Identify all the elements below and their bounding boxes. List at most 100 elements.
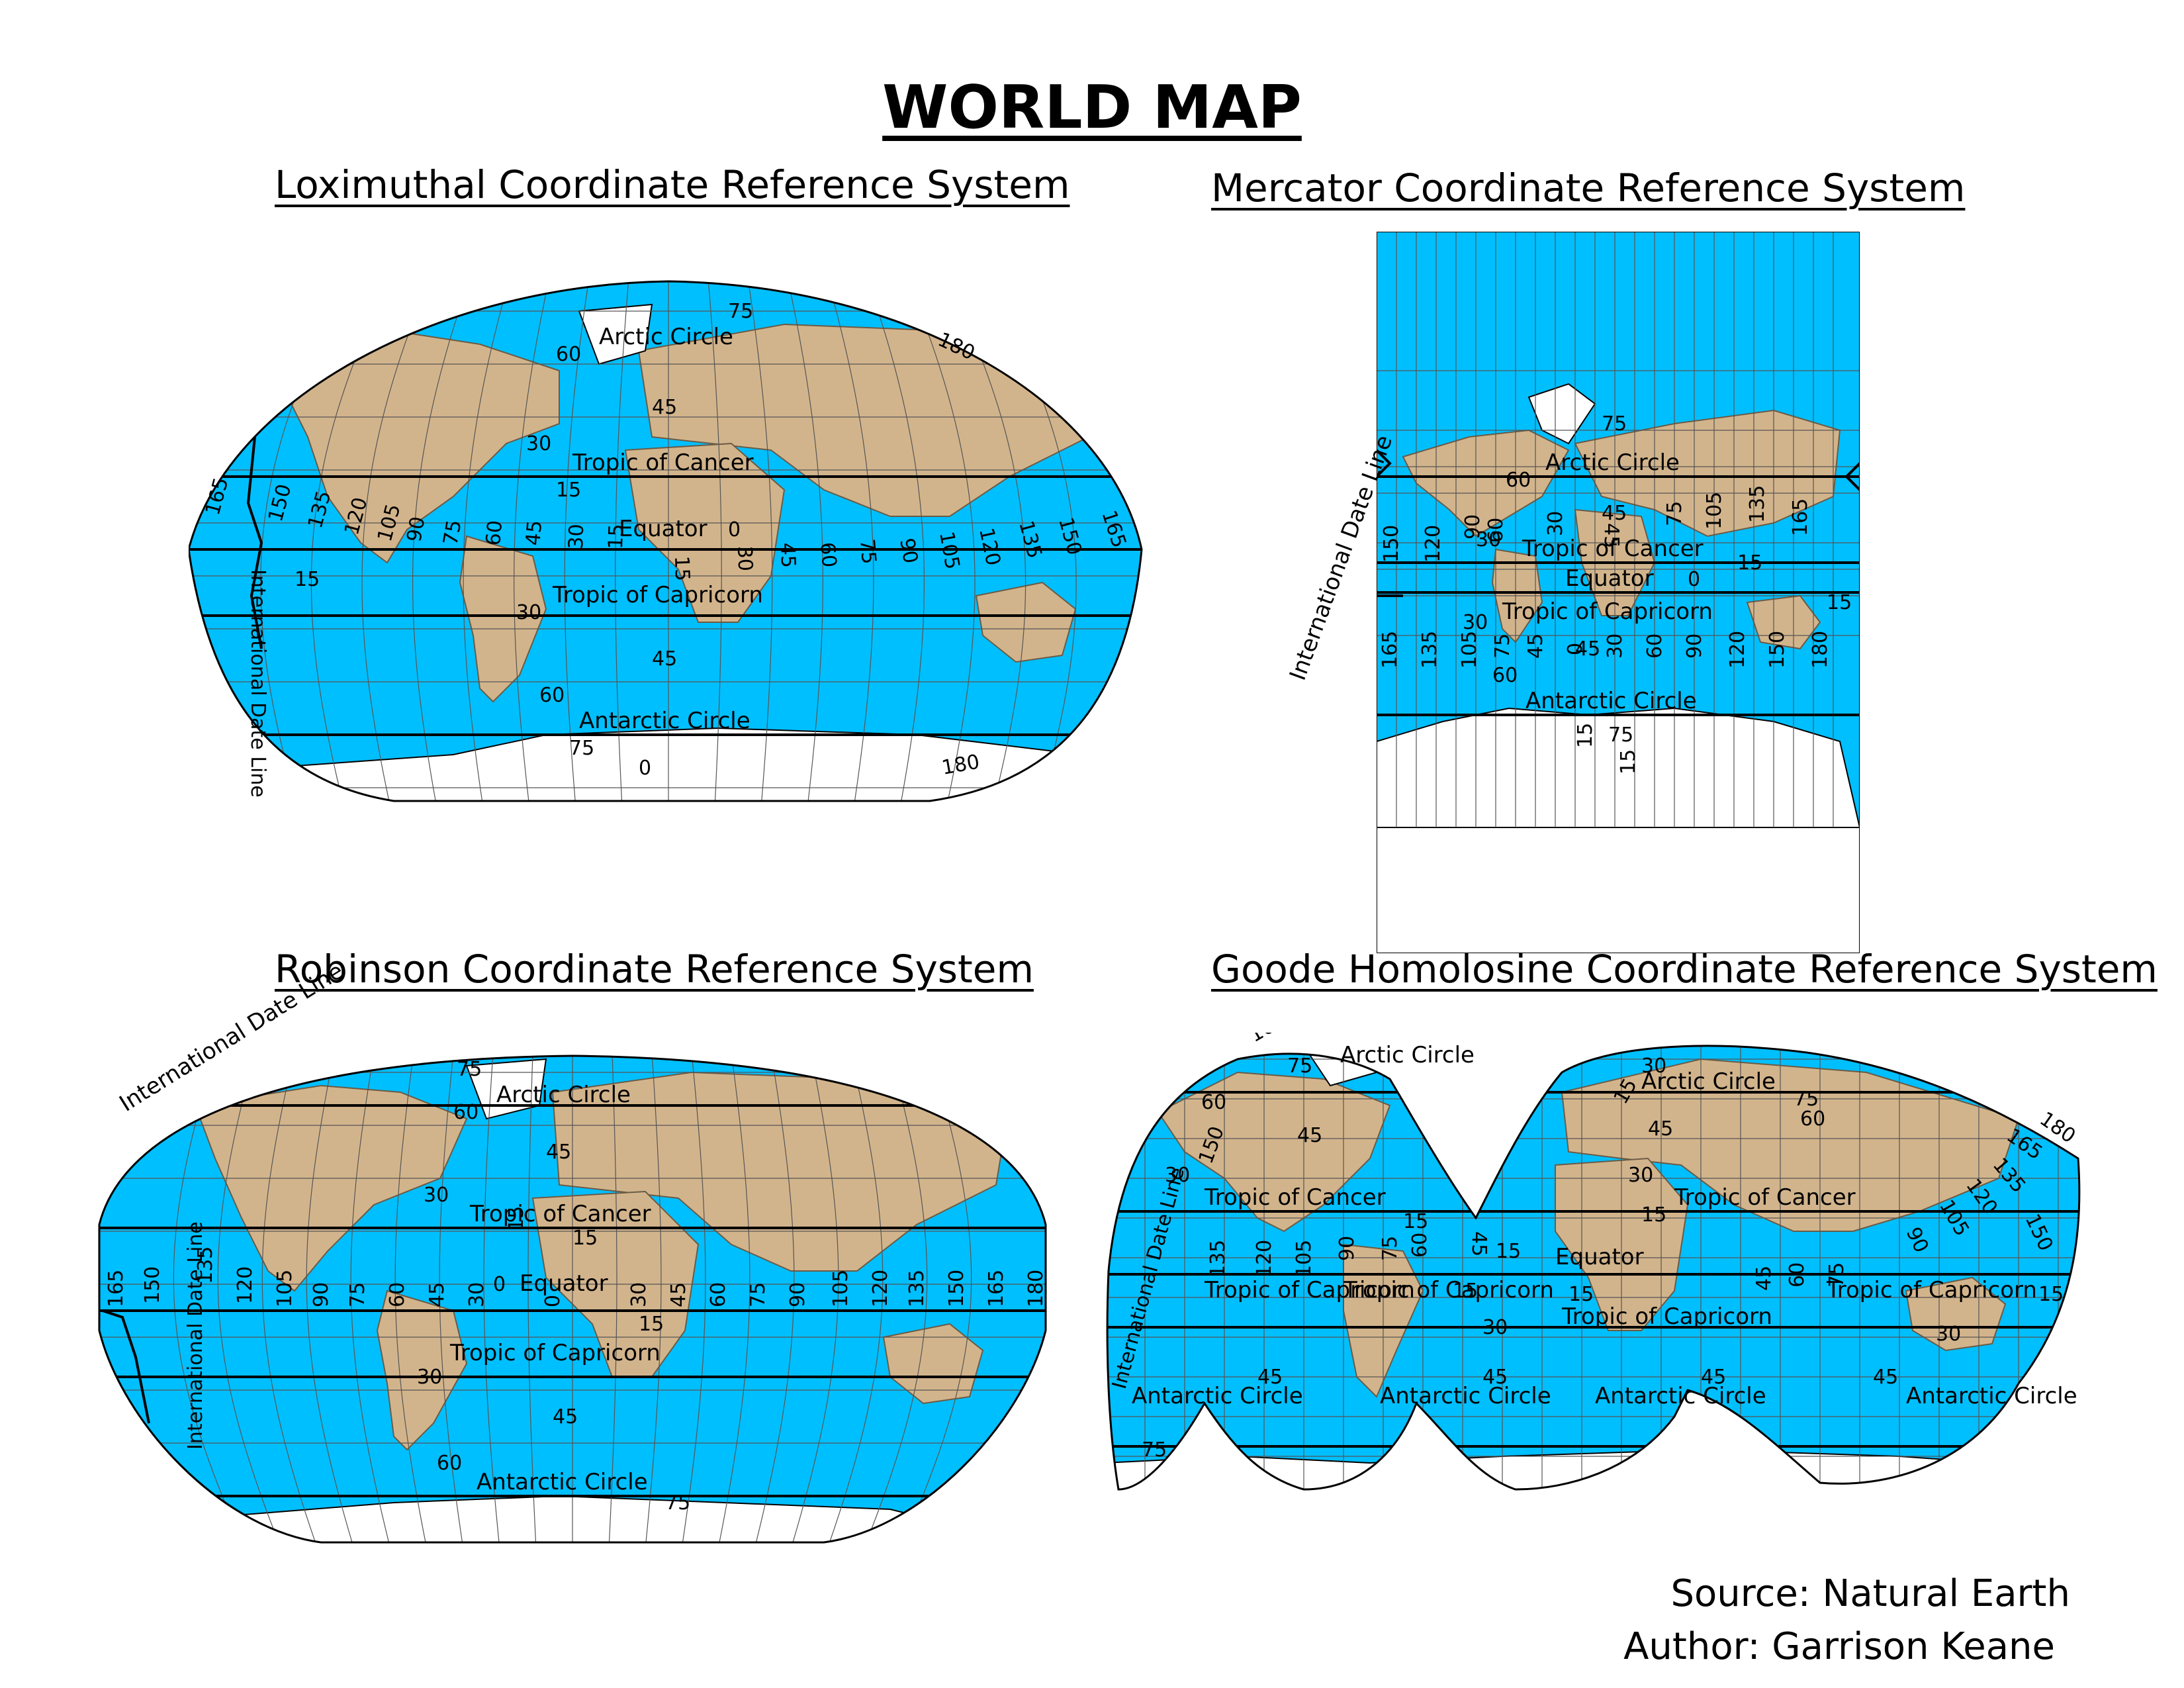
land-north-america <box>267 330 560 564</box>
robinson-title: Robinson Coordinate Reference System <box>275 947 1034 992</box>
svg-text:30: 30 <box>1936 1323 1961 1346</box>
svg-text:60: 60 <box>1408 1233 1432 1258</box>
equator-label: Equator <box>1565 565 1654 592</box>
capricorn-label: Tropic of Capricorn <box>449 1340 660 1366</box>
svg-text:135: 135 <box>1206 1240 1230 1278</box>
svg-text:60: 60 <box>482 520 507 547</box>
svg-text:15: 15 <box>1569 1283 1594 1306</box>
equator-label: Equator <box>619 516 707 542</box>
svg-text:45: 45 <box>1600 523 1623 548</box>
svg-text:120: 120 <box>1422 525 1445 563</box>
mercator-title: Mercator Coordinate Reference System <box>1211 165 1966 211</box>
svg-text:45: 45 <box>1648 1117 1673 1141</box>
svg-text:15: 15 <box>1641 1203 1666 1227</box>
svg-text:45: 45 <box>1297 1124 1322 1147</box>
svg-text:60: 60 <box>815 541 841 569</box>
ice-greenland <box>1527 383 1596 445</box>
cancer-label: Tropic of Cancer <box>1522 536 1704 562</box>
svg-text:150: 150 <box>1766 631 1789 669</box>
svg-text:75: 75 <box>346 1282 369 1307</box>
arctic-label-b: Arctic Circle <box>1641 1068 1776 1095</box>
page-title: WORLD MAP <box>882 73 1302 142</box>
svg-text:135: 135 <box>905 1270 929 1307</box>
svg-text:135: 135 <box>1418 631 1441 669</box>
svg-text:60: 60 <box>539 684 565 707</box>
svg-text:135: 135 <box>1746 485 1769 523</box>
svg-text:105: 105 <box>829 1270 852 1307</box>
equator-label: Equator <box>1555 1244 1644 1270</box>
svg-text:60: 60 <box>1492 664 1518 687</box>
svg-text:75: 75 <box>1491 633 1514 659</box>
arctic-label: Arctic Circle <box>496 1082 631 1108</box>
svg-text:60: 60 <box>437 1452 462 1475</box>
svg-text:165: 165 <box>1379 631 1402 669</box>
svg-text:120: 120 <box>869 1270 892 1307</box>
svg-text:30: 30 <box>627 1282 651 1307</box>
svg-text:45: 45 <box>1482 1366 1508 1389</box>
dateline-label: International Date Line <box>184 1221 207 1450</box>
svg-text:15: 15 <box>1496 1240 1521 1263</box>
svg-text:15: 15 <box>556 479 581 502</box>
svg-text:120: 120 <box>234 1266 257 1304</box>
svg-text:180: 180 <box>1809 631 1832 669</box>
svg-text:105: 105 <box>273 1270 296 1307</box>
svg-text:0: 0 <box>728 518 741 541</box>
antarctic-label: Antarctic Circle <box>477 1469 648 1495</box>
svg-text:30: 30 <box>1544 511 1567 536</box>
cancer-label: Tropic of Cancer <box>469 1201 651 1227</box>
svg-text:150: 150 <box>141 1266 164 1304</box>
reference-lines <box>1107 1091 2079 1448</box>
svg-text:150: 150 <box>1380 525 1403 563</box>
svg-text:75: 75 <box>569 737 594 760</box>
svg-text:75: 75 <box>728 300 753 323</box>
svg-text:45: 45 <box>1575 637 1600 661</box>
svg-text:165: 165 <box>105 1270 128 1307</box>
svg-text:90: 90 <box>895 536 922 565</box>
svg-text:45: 45 <box>553 1405 578 1429</box>
svg-text:30: 30 <box>465 1282 488 1307</box>
svg-text:90: 90 <box>1461 514 1484 539</box>
svg-text:90: 90 <box>402 515 430 544</box>
svg-text:30: 30 <box>1476 528 1501 551</box>
svg-text:30: 30 <box>1604 633 1627 659</box>
svg-text:60: 60 <box>707 1282 730 1307</box>
svg-text:30: 30 <box>1165 1164 1190 1187</box>
author-credit: Author: Garrison Keane <box>1623 1625 2055 1668</box>
svg-text:0: 0 <box>1688 568 1700 591</box>
svg-text:75: 75 <box>1825 1262 1848 1288</box>
svg-text:15: 15 <box>670 555 694 581</box>
robinson-map: Arctic Circle Tropic of Cancer Equator T… <box>96 1053 1049 1549</box>
antarctic-label-d: Antarctic Circle <box>1906 1383 2077 1409</box>
svg-text:75: 75 <box>1608 724 1633 747</box>
svg-text:75: 75 <box>1287 1055 1312 1078</box>
ice-greenland <box>578 303 653 365</box>
svg-text:15: 15 <box>1453 1280 1478 1303</box>
svg-text:15: 15 <box>295 568 320 591</box>
svg-text:45: 45 <box>1524 633 1547 659</box>
loximuthal-title: Loximuthal Coordinate Reference System <box>275 162 1070 207</box>
arctic-label-a: Arctic Circle <box>1340 1042 1475 1068</box>
dateline-label: International Date Line <box>246 569 269 798</box>
svg-text:15: 15 <box>604 524 628 549</box>
svg-text:45: 45 <box>652 396 677 419</box>
svg-text:0: 0 <box>493 1273 506 1296</box>
antarctic-label: Antarctic Circle <box>1525 688 1697 714</box>
antarctic-label-b: Antarctic Circle <box>1380 1383 1551 1409</box>
svg-text:75: 75 <box>1379 1236 1402 1261</box>
mercator-map: Arctic Circle Tropic of Cancer Equator T… <box>1377 232 1860 953</box>
svg-text:15: 15 <box>639 1313 664 1336</box>
svg-text:45: 45 <box>1257 1366 1283 1389</box>
arctic-label: Arctic Circle <box>1545 449 1680 476</box>
svg-text:60: 60 <box>1506 469 1531 492</box>
capricorn-label-a: Tropic of Capricorn <box>1204 1277 1415 1303</box>
mercator-dateline-label: International Date Line <box>1285 432 1398 684</box>
svg-text:15: 15 <box>1617 749 1640 774</box>
source-credit: Source: Natural Earth <box>1670 1572 2070 1615</box>
robinson-dateline-label: International Date Line <box>115 958 349 1117</box>
land-africa <box>624 442 786 623</box>
svg-text:105: 105 <box>1458 631 1481 669</box>
reference-lines <box>1377 475 1860 716</box>
svg-text:75: 75 <box>439 518 466 547</box>
svg-text:135: 135 <box>194 1246 217 1284</box>
svg-text:105: 105 <box>1293 1240 1316 1278</box>
